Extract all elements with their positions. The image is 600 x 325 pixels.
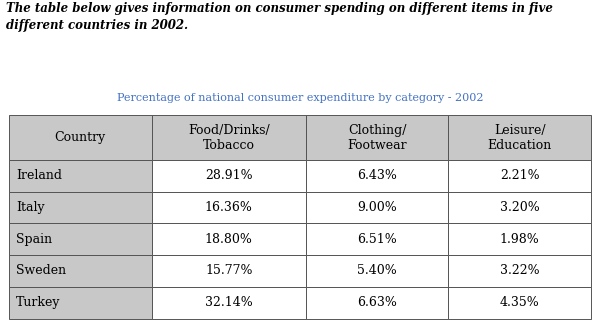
Text: 28.91%: 28.91% [205, 169, 253, 182]
Text: 15.77%: 15.77% [205, 265, 253, 278]
Text: 6.43%: 6.43% [357, 169, 397, 182]
Text: Food/Drinks/
Tobacco: Food/Drinks/ Tobacco [188, 124, 269, 152]
Text: Spain: Spain [16, 233, 52, 246]
Text: 1.98%: 1.98% [500, 233, 539, 246]
Text: Percentage of national consumer expenditure by category - 2002: Percentage of national consumer expendit… [117, 93, 483, 103]
Text: Italy: Italy [16, 201, 45, 214]
Text: 3.22%: 3.22% [500, 265, 539, 278]
Text: Sweden: Sweden [16, 265, 67, 278]
Text: 3.20%: 3.20% [500, 201, 539, 214]
Text: Ireland: Ireland [16, 169, 62, 182]
Text: Turkey: Turkey [16, 296, 61, 309]
Text: 4.35%: 4.35% [500, 296, 539, 309]
Text: 16.36%: 16.36% [205, 201, 253, 214]
Text: Leisure/
Education: Leisure/ Education [488, 124, 552, 152]
Text: Country: Country [55, 131, 106, 144]
Text: 18.80%: 18.80% [205, 233, 253, 246]
Text: 6.63%: 6.63% [357, 296, 397, 309]
Text: 6.51%: 6.51% [357, 233, 397, 246]
Text: The table below gives information on consumer spending on different items in fiv: The table below gives information on con… [6, 2, 553, 32]
Text: 32.14%: 32.14% [205, 296, 253, 309]
Text: Clothing/
Footwear: Clothing/ Footwear [347, 124, 407, 152]
Text: 9.00%: 9.00% [357, 201, 397, 214]
Text: 5.40%: 5.40% [357, 265, 397, 278]
Text: 2.21%: 2.21% [500, 169, 539, 182]
